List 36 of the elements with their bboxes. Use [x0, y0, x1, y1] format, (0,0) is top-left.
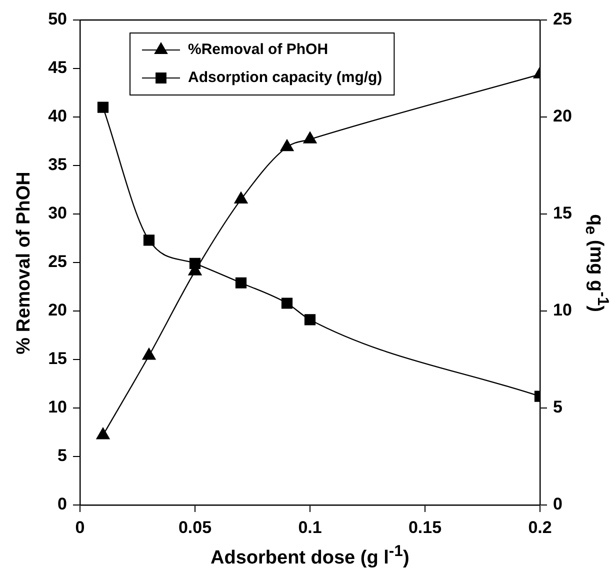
y2-tick-label: 10: [553, 300, 572, 320]
point: [235, 277, 247, 288]
y2-tick-label: 20: [553, 106, 572, 126]
legend-label: Adsorption capacity (mg/g): [188, 69, 382, 86]
y2-tick-label: 0: [553, 494, 562, 514]
y-tick-label: 50: [48, 10, 67, 29]
y2-tick-label: 5: [553, 398, 562, 417]
y-tick-label: 0: [58, 494, 67, 514]
x-tick-label: 0.1: [298, 518, 322, 537]
x-tick-label: 0.05: [178, 518, 212, 537]
point: [143, 234, 155, 246]
y-tick-label: 20: [48, 300, 67, 320]
point: [97, 102, 109, 113]
point: [234, 192, 248, 204]
y-axis-title: % Removal of PhOH: [12, 171, 35, 354]
y-tick-label: 5: [58, 446, 67, 466]
x-tick-label: 0.2: [528, 518, 552, 537]
y-tick-label: 15: [48, 349, 67, 368]
point: [142, 348, 156, 360]
y-tick-label: 35: [48, 155, 67, 174]
point: [281, 298, 293, 309]
legend-label: %Removal of PhOH: [188, 41, 328, 58]
y2-tick-label: 15: [553, 204, 572, 223]
point: [96, 428, 110, 440]
point: [304, 314, 316, 326]
x-axis-title: Adsorbent dose (g l$^{-1}$): [210, 543, 410, 570]
y-tick-label: 30: [48, 204, 67, 223]
y-tick-label: 40: [48, 106, 67, 126]
point: [280, 139, 294, 152]
x-tick-label: 0.15: [408, 518, 442, 537]
point: [303, 132, 317, 144]
x-tick-label: 0: [75, 518, 85, 537]
y-tick-label: 45: [48, 58, 67, 78]
y-tick-label: 25: [48, 252, 67, 272]
y2-tick-label: 25: [553, 10, 572, 29]
y-tick-label: 10: [48, 398, 67, 417]
